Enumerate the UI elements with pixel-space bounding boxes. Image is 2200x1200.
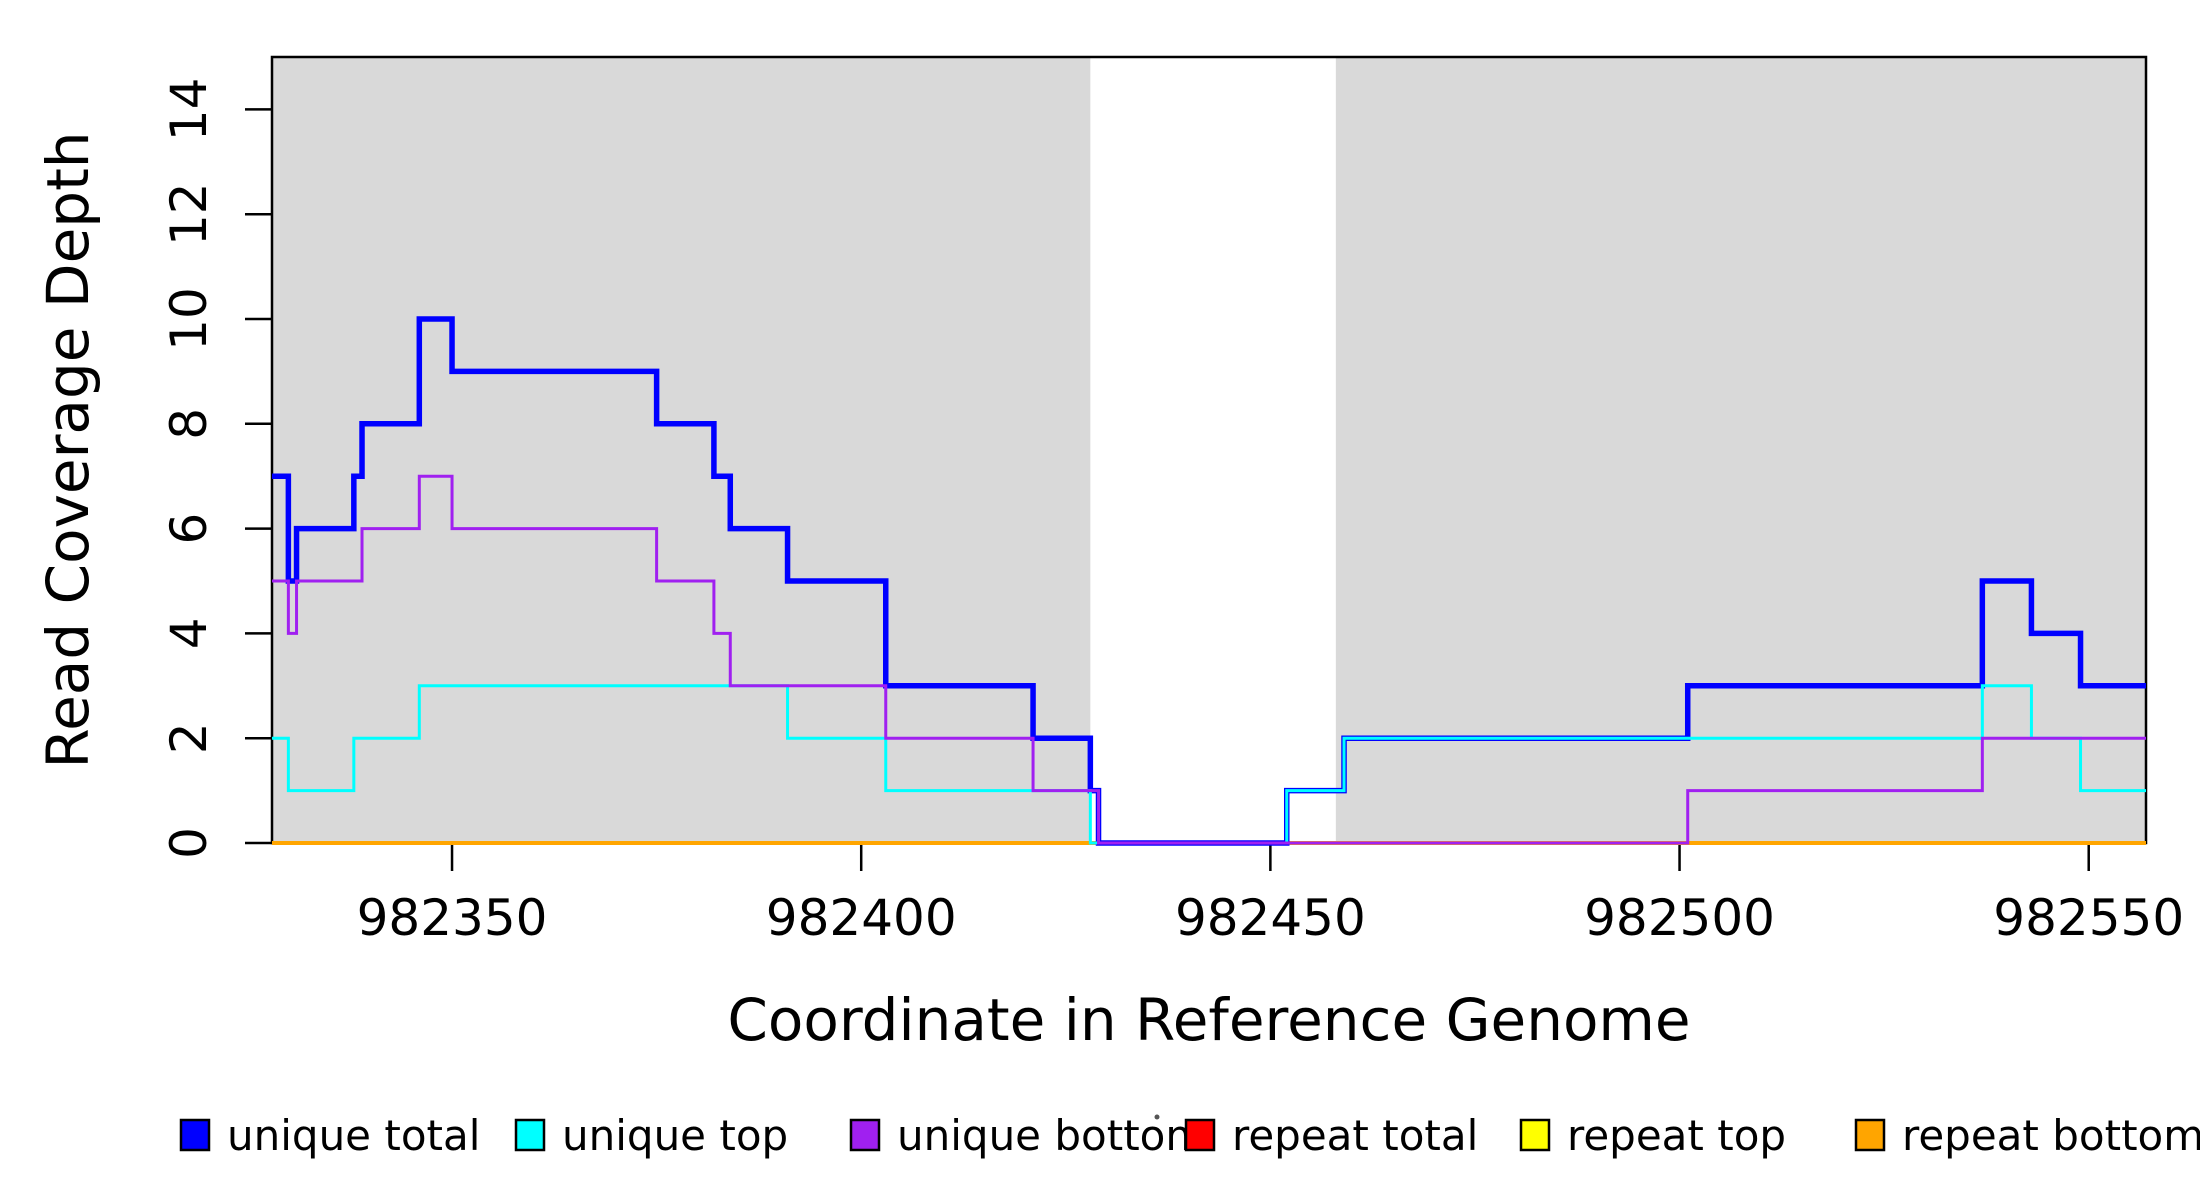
y-axis-title: Read Coverage Depth xyxy=(34,131,102,768)
y-tick-label: 10 xyxy=(160,287,218,351)
series-unique-top xyxy=(272,684,2146,845)
legend-swatch xyxy=(1184,1118,1216,1152)
legend-item-unique-total: unique total xyxy=(179,1111,480,1160)
legend-item-label: unique top xyxy=(562,1111,788,1160)
legend-item-label: unique total xyxy=(227,1111,480,1160)
shaded-regions xyxy=(272,57,2146,843)
legend-swatch xyxy=(1519,1118,1551,1152)
legend-item-label: repeat total xyxy=(1232,1111,1478,1160)
series-lines xyxy=(272,316,2146,846)
y-tick-label: 8 xyxy=(160,408,218,440)
y-tick-label: 14 xyxy=(160,78,218,142)
y-tick-label: 4 xyxy=(160,617,218,649)
x-tick-label: 982400 xyxy=(766,889,957,947)
x-axis-ticks: 982350 982400 982450 982500 982550 xyxy=(357,843,2184,947)
series-unique-total xyxy=(272,316,2146,846)
series-unique-bottom xyxy=(272,474,2146,845)
legend-item-repeat-total: repeat total xyxy=(1184,1111,1478,1160)
legend-swatch xyxy=(1854,1118,1886,1152)
x-axis-title: Coordinate in Reference Genome xyxy=(727,986,1690,1054)
legend-item-label: repeat bottom xyxy=(1902,1111,2200,1160)
legend-item-unique-top: unique top xyxy=(514,1111,788,1160)
y-tick-label: 6 xyxy=(160,513,218,545)
x-tick-label: 982550 xyxy=(1993,889,2184,947)
y-tick-label: 12 xyxy=(160,182,218,246)
x-tick-label: 982500 xyxy=(1584,889,1775,947)
legend-item-repeat-bottom: repeat bottom xyxy=(1854,1111,2200,1160)
legend-item-repeat-top: repeat top xyxy=(1519,1111,1786,1160)
shaded-region-1 xyxy=(1335,57,2146,843)
x-tick-label: 982450 xyxy=(1175,889,1366,947)
x-tick-label: 982350 xyxy=(357,889,548,947)
shaded-region-0 xyxy=(272,57,1091,843)
legend-swatch xyxy=(849,1118,881,1152)
y-tick-label: 0 xyxy=(160,827,218,859)
legend-item-label: repeat top xyxy=(1567,1111,1786,1160)
legend-swatch xyxy=(179,1118,211,1152)
stray-dot xyxy=(1154,1114,1160,1120)
legend: unique total unique top unique bottom repea… xyxy=(179,1111,2200,1160)
legend-item-unique-bottom: unique bottom xyxy=(849,1111,1206,1160)
y-axis-ticks: 0 2 4 6 8 10 12 14 xyxy=(160,78,272,859)
legend-swatch xyxy=(514,1118,546,1152)
legend-item-label: unique bottom xyxy=(897,1111,1206,1160)
y-tick-label: 2 xyxy=(160,722,218,754)
